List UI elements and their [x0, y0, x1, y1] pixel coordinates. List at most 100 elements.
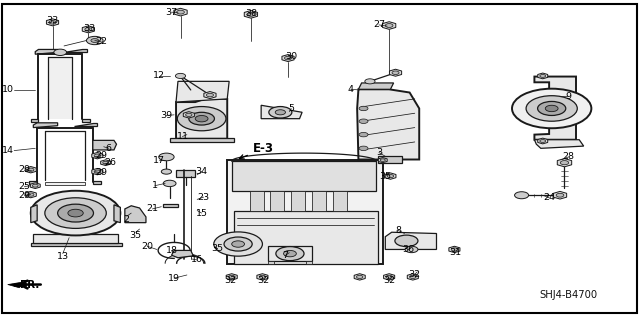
Polygon shape: [174, 8, 187, 16]
Text: 30: 30: [285, 52, 298, 61]
Polygon shape: [282, 55, 294, 62]
Text: 25: 25: [19, 182, 30, 191]
Polygon shape: [244, 11, 257, 18]
Polygon shape: [250, 191, 264, 211]
Polygon shape: [31, 119, 38, 122]
Circle shape: [392, 71, 399, 75]
Circle shape: [380, 159, 385, 161]
Polygon shape: [176, 99, 227, 139]
Circle shape: [195, 115, 208, 122]
Circle shape: [259, 275, 266, 278]
Polygon shape: [226, 274, 237, 280]
Text: 9: 9: [565, 92, 572, 101]
Text: 22: 22: [95, 37, 107, 46]
Polygon shape: [385, 232, 436, 249]
Polygon shape: [83, 26, 95, 33]
Circle shape: [365, 79, 375, 84]
Circle shape: [159, 153, 174, 161]
Polygon shape: [92, 168, 103, 175]
Polygon shape: [407, 274, 419, 280]
Polygon shape: [92, 152, 103, 159]
Text: 36: 36: [403, 245, 414, 254]
Polygon shape: [125, 206, 146, 223]
Polygon shape: [114, 205, 120, 223]
Circle shape: [275, 110, 285, 115]
Text: 32: 32: [409, 270, 420, 279]
Polygon shape: [534, 140, 584, 148]
Polygon shape: [48, 57, 72, 119]
Polygon shape: [268, 246, 312, 261]
Polygon shape: [232, 161, 376, 191]
Circle shape: [68, 209, 83, 217]
Polygon shape: [306, 261, 312, 264]
Polygon shape: [390, 69, 402, 76]
Polygon shape: [257, 274, 268, 280]
Text: 16: 16: [191, 256, 203, 264]
Text: 8: 8: [395, 226, 401, 235]
Polygon shape: [30, 183, 40, 189]
Circle shape: [177, 10, 184, 14]
Text: SHJ4-B4700: SHJ4-B4700: [539, 290, 597, 300]
Circle shape: [269, 107, 292, 118]
Polygon shape: [538, 73, 548, 79]
Circle shape: [189, 112, 214, 125]
Circle shape: [94, 154, 100, 157]
Polygon shape: [82, 119, 90, 122]
Text: FR.: FR.: [20, 279, 40, 290]
Text: E-3: E-3: [239, 143, 274, 159]
Polygon shape: [534, 77, 576, 101]
Text: 13: 13: [57, 252, 69, 261]
Polygon shape: [183, 112, 195, 118]
Text: 6: 6: [106, 144, 112, 153]
Polygon shape: [31, 243, 122, 246]
Polygon shape: [29, 181, 37, 184]
Circle shape: [359, 106, 368, 111]
Circle shape: [58, 204, 93, 222]
Circle shape: [31, 191, 120, 235]
Circle shape: [359, 119, 368, 123]
Polygon shape: [383, 22, 396, 29]
Circle shape: [49, 20, 56, 24]
Text: 28: 28: [563, 152, 574, 161]
Polygon shape: [357, 89, 419, 160]
Polygon shape: [176, 170, 195, 177]
Polygon shape: [557, 159, 572, 167]
Circle shape: [54, 49, 67, 56]
Polygon shape: [35, 49, 58, 54]
Circle shape: [387, 174, 394, 178]
Text: 35: 35: [380, 172, 392, 181]
Polygon shape: [312, 191, 326, 211]
Polygon shape: [14, 283, 26, 286]
Text: 24: 24: [543, 193, 555, 202]
Polygon shape: [354, 274, 365, 280]
Circle shape: [385, 24, 393, 27]
Circle shape: [175, 73, 186, 78]
Text: 23: 23: [198, 193, 210, 202]
Text: 38: 38: [245, 9, 257, 18]
Text: 37: 37: [166, 8, 178, 17]
Polygon shape: [93, 181, 101, 184]
Polygon shape: [8, 281, 27, 288]
Circle shape: [186, 113, 192, 116]
Circle shape: [512, 89, 591, 128]
Circle shape: [103, 161, 109, 164]
Polygon shape: [234, 211, 378, 264]
Text: 4: 4: [348, 85, 354, 94]
Text: 33: 33: [46, 16, 59, 25]
Circle shape: [538, 101, 566, 115]
Text: 18: 18: [166, 246, 177, 255]
Polygon shape: [261, 105, 302, 119]
Text: 2: 2: [124, 215, 130, 224]
Circle shape: [556, 193, 564, 197]
Circle shape: [228, 275, 235, 278]
Circle shape: [232, 241, 244, 247]
Text: 21: 21: [147, 204, 158, 213]
Polygon shape: [93, 140, 116, 150]
Polygon shape: [47, 19, 59, 26]
Text: 20: 20: [141, 242, 153, 251]
Polygon shape: [538, 138, 548, 144]
Text: 32: 32: [225, 276, 237, 285]
Text: 10: 10: [2, 85, 13, 94]
Polygon shape: [268, 261, 274, 264]
Circle shape: [214, 232, 262, 256]
